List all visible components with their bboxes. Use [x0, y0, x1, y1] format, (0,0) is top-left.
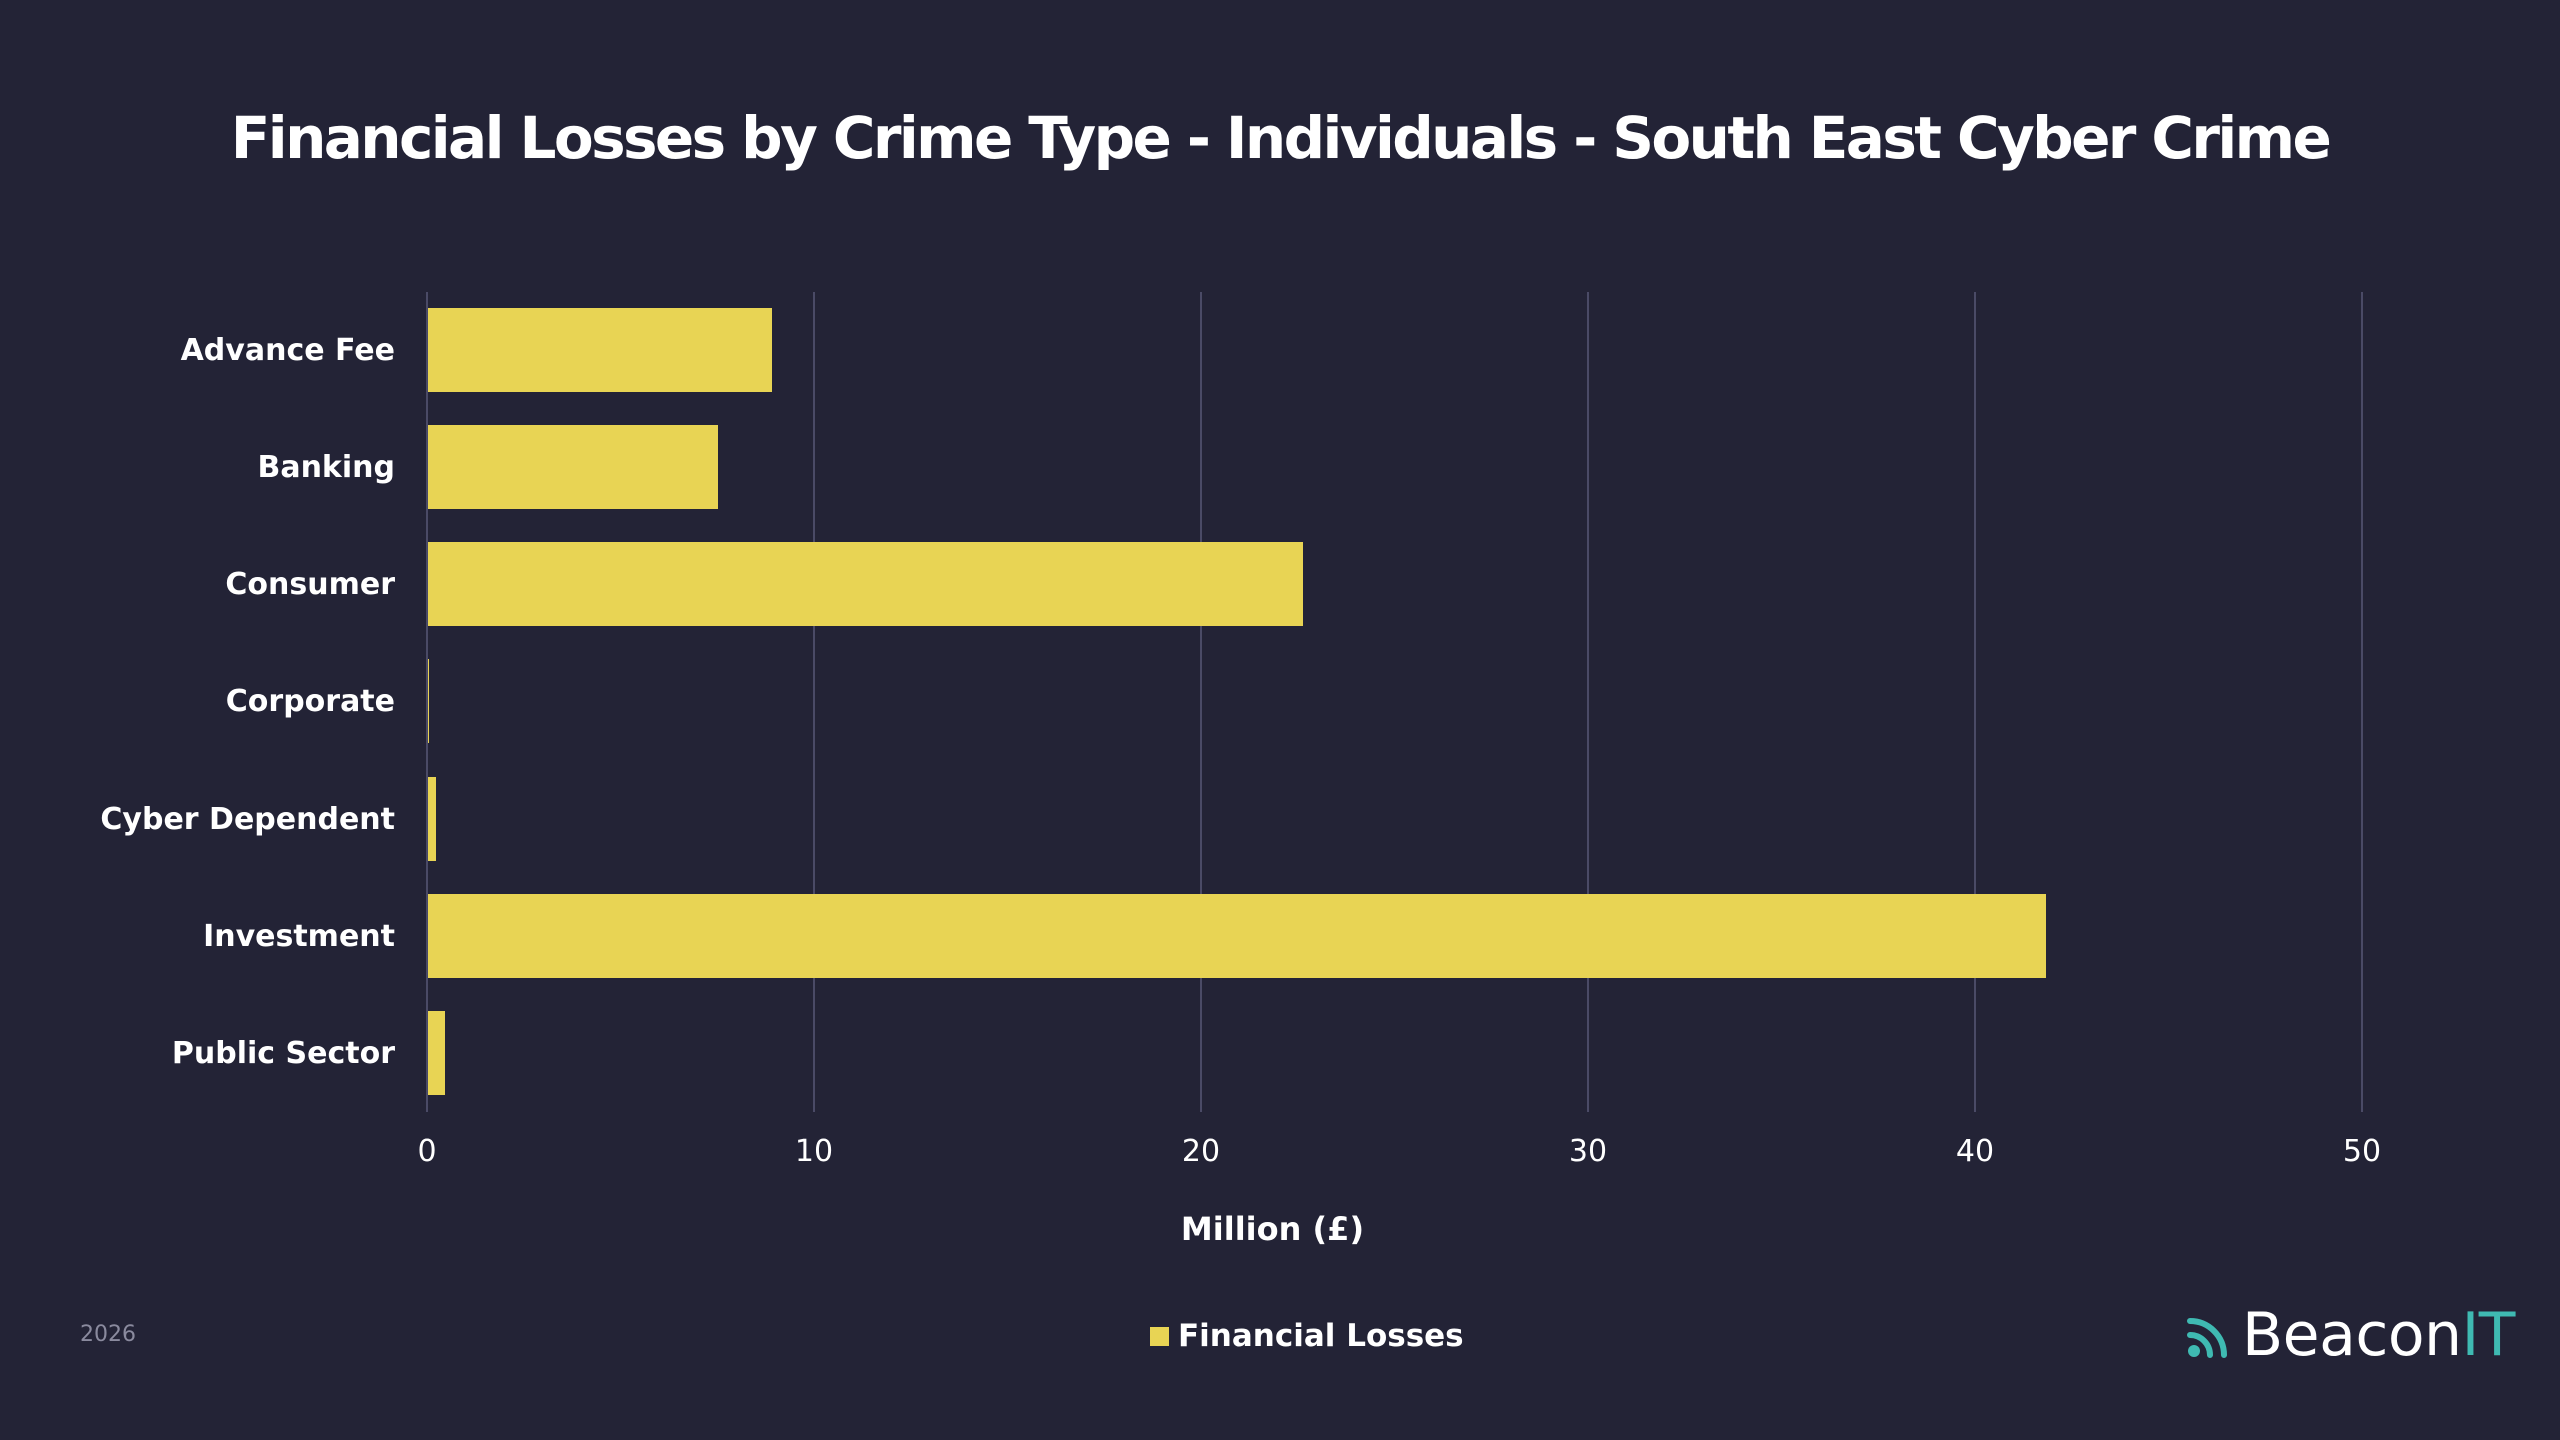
- category-label: Cyber Dependent: [100, 801, 395, 837]
- logo-text: BeaconIT: [2242, 1300, 2515, 1370]
- x-tick-label: 20: [1181, 1134, 1221, 1169]
- category-label: Public Sector: [171, 1035, 395, 1071]
- bar[interactable]: [428, 893, 2046, 978]
- legend: Financial Losses: [1150, 1318, 1464, 1354]
- x-tick-label: 50: [2342, 1134, 2382, 1169]
- bar[interactable]: [428, 659, 429, 744]
- bar[interactable]: [428, 776, 436, 861]
- signal-waves-icon: [2187, 1318, 2227, 1358]
- chart-title: Financial Losses by Crime Type - Individ…: [230, 104, 2332, 172]
- bar-row: [427, 526, 2362, 643]
- category-label: Banking: [257, 450, 395, 486]
- gridline: [1974, 292, 1976, 1112]
- footer-year: 2026: [80, 1322, 136, 1347]
- bar-row: [427, 643, 2362, 760]
- bar-row: [427, 761, 2362, 878]
- plot-area: [426, 292, 2363, 1112]
- x-axis-label: Million (£): [1180, 1210, 1365, 1248]
- category-label: Corporate: [225, 684, 395, 720]
- bar[interactable]: [428, 542, 1303, 627]
- x-tick-label: 30: [1568, 1134, 1608, 1169]
- bar-row: [427, 878, 2362, 995]
- category-label: Advance Fee: [180, 333, 395, 368]
- legend-swatch: [1150, 1326, 1169, 1346]
- x-tick-label: 0: [417, 1134, 437, 1169]
- beacon-it-logo: BeaconIT: [2186, 1300, 2515, 1370]
- bar[interactable]: [428, 1010, 446, 1095]
- bar-row: [427, 409, 2362, 526]
- gridline: [1200, 292, 1202, 1112]
- category-label: Investment: [203, 918, 395, 954]
- legend-label: Financial Losses: [1178, 1318, 1464, 1354]
- bar-row: [427, 292, 2362, 409]
- x-tick-label: 40: [1955, 1134, 1995, 1169]
- category-label: Consumer: [225, 567, 395, 603]
- logo-main: Beacon: [2242, 1300, 2462, 1370]
- bar[interactable]: [428, 425, 719, 510]
- bar[interactable]: [428, 308, 773, 392]
- bar-row: [427, 995, 2362, 1112]
- gridline: [2361, 292, 2363, 1112]
- x-tick-label: 10: [794, 1134, 834, 1169]
- gridline: [813, 292, 815, 1112]
- logo-accent: IT: [2461, 1300, 2516, 1370]
- gridline: [426, 292, 428, 1112]
- gridline: [1587, 292, 1589, 1112]
